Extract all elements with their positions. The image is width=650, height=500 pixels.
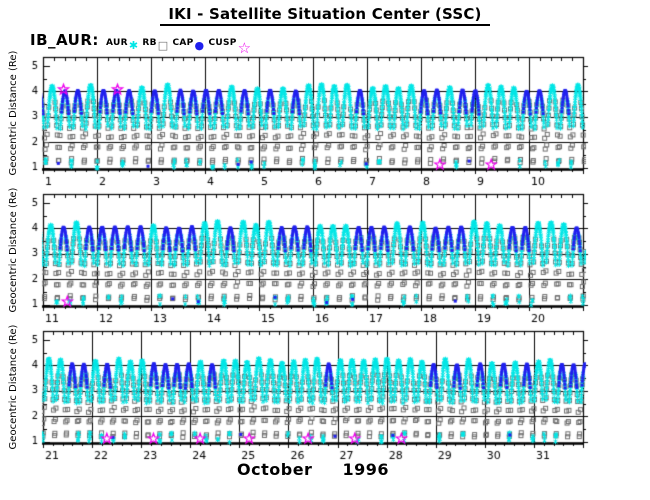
cusp-open-star-icon: ☆ xyxy=(237,39,252,57)
legend-item-rb: RB □ xyxy=(142,38,169,52)
legend-label-aur: AUR xyxy=(106,38,128,48)
legend: AUR ✱ RB □ CAP ● CUSP ☆ xyxy=(106,38,254,56)
legend-item-aur: AUR ✱ xyxy=(106,38,139,52)
legend-item-cusp: CUSP ☆ xyxy=(208,38,251,56)
legend-item-cap: CAP ● xyxy=(172,38,205,52)
x-axis-title: October 1996 xyxy=(43,460,583,479)
year-label: 1996 xyxy=(342,460,389,479)
y-axis-label-panel3: Geocentric Distance (Re) xyxy=(8,324,19,450)
legend-label-cusp: CUSP xyxy=(208,38,237,48)
rb-open-square-icon: □ xyxy=(157,39,169,52)
month-label: October xyxy=(237,460,313,479)
legend-label-rb: RB xyxy=(142,38,157,48)
satellite-label: IB_AUR: xyxy=(30,31,99,49)
cap-filled-dot-icon: ● xyxy=(194,39,205,52)
page-title: IKI - Satellite Situation Center (SSC) xyxy=(0,5,650,26)
aur-asterisk-icon: ✱ xyxy=(128,39,139,52)
y-axis-label-panel2: Geocentric Distance (Re) xyxy=(8,187,19,313)
y-axis-label-panel1: Geocentric Distance (Re) xyxy=(8,50,19,176)
legend-label-cap: CAP xyxy=(172,38,194,48)
page-title-text: IKI - Satellite Situation Center (SSC) xyxy=(160,5,490,26)
